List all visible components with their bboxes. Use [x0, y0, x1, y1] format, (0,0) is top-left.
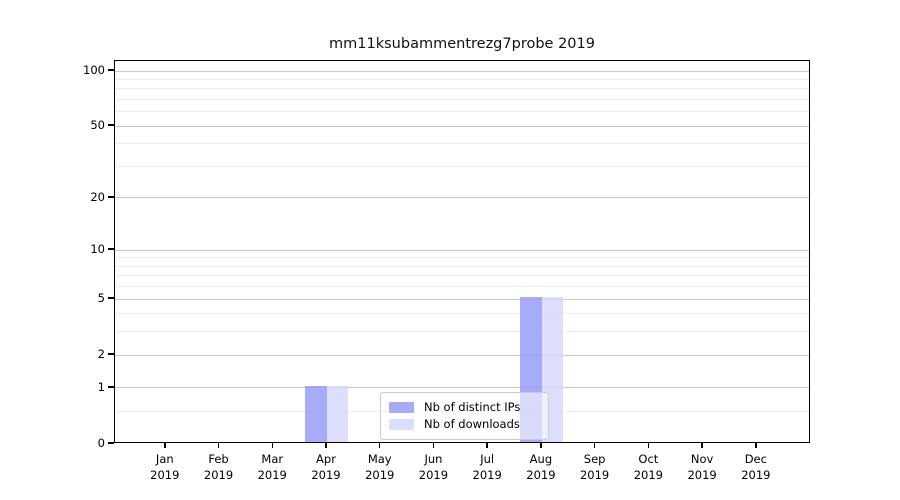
x-tick-year: 2019	[257, 468, 287, 482]
y-tick-label: 5	[97, 291, 105, 306]
x-tick-year: 2019	[687, 468, 717, 482]
major-gridline	[115, 70, 809, 72]
legend-label: Nb of distinct IPs	[424, 400, 521, 414]
x-tick-mark	[378, 443, 381, 448]
minor-gridline	[115, 98, 809, 100]
x-tick-label: Mar 2019	[232, 451, 312, 483]
x-tick-label: Jun 2019	[393, 451, 473, 483]
major-gridline	[115, 197, 809, 199]
x-tick-mark	[647, 443, 650, 448]
major-gridline	[115, 249, 809, 251]
y-tick-label: 50	[90, 118, 105, 133]
x-tick-year: 2019	[526, 468, 556, 482]
x-tick-month: Jul	[480, 452, 495, 466]
y-tick-mark	[108, 248, 114, 250]
bar-distinct-ips	[305, 385, 327, 442]
x-tick-month: May	[367, 452, 392, 466]
minor-gridline	[115, 88, 809, 90]
minor-gridline	[115, 331, 809, 333]
x-tick-label: Aug 2019	[501, 451, 581, 483]
x-tick-mark	[217, 443, 220, 448]
x-tick-label: Dec 2019	[716, 451, 796, 483]
x-tick-label: Feb 2019	[179, 451, 259, 483]
x-tick-label: Nov 2019	[662, 451, 742, 483]
x-tick-month: Nov	[690, 452, 714, 466]
x-tick-year: 2019	[365, 468, 395, 482]
x-tick-month: Dec	[744, 452, 767, 466]
x-tick-year: 2019	[472, 468, 502, 482]
minor-gridline	[115, 313, 809, 315]
y-tick-mark	[108, 297, 114, 299]
minor-gridline	[115, 265, 809, 267]
legend-label: Nb of downloads	[424, 417, 520, 431]
x-tick-mark	[755, 443, 757, 448]
x-tick-mark	[432, 443, 435, 448]
major-gridline	[115, 298, 809, 300]
legend-swatch-distinct-ips	[389, 402, 414, 413]
x-tick-mark	[540, 443, 542, 448]
x-tick-month: Aug	[529, 452, 553, 466]
x-tick-month: Jun	[424, 452, 443, 466]
x-tick-month: Oct	[638, 452, 659, 466]
x-tick-mark	[486, 443, 488, 448]
x-tick-mark	[701, 443, 703, 448]
y-tick-label: 100	[83, 63, 105, 77]
minor-gridline	[115, 111, 809, 113]
x-tick-month: Jan	[155, 452, 174, 466]
x-tick-month: Feb	[208, 452, 229, 466]
legend: Nb of distinct IPs Nb of downloads	[380, 392, 549, 440]
plot-area: Nb of distinct IPs Nb of downloads	[114, 60, 810, 443]
y-tick-mark	[108, 124, 114, 126]
y-tick-mark	[108, 353, 114, 355]
y-tick-label: 1	[97, 379, 105, 394]
x-tick-label: Apr 2019	[286, 451, 366, 483]
legend-row: Nb of downloads	[389, 416, 540, 433]
major-gridline	[115, 125, 809, 127]
legend-row: Nb of distinct IPs	[389, 399, 540, 416]
minor-gridline	[115, 143, 809, 145]
major-gridline	[115, 354, 809, 356]
x-tick-year: 2019	[579, 468, 610, 482]
x-tick-label: Jul 2019	[447, 451, 527, 483]
chart-title: mm11ksubammentrezg7probe 2019	[329, 36, 595, 52]
x-tick-year: 2019	[311, 468, 341, 482]
x-tick-mark	[164, 443, 166, 448]
y-tick-label: 0	[97, 436, 105, 450]
y-tick-mark	[108, 69, 114, 71]
minor-gridline	[115, 286, 809, 288]
x-tick-label: Jan 2019	[125, 451, 205, 483]
x-tick-year: 2019	[741, 468, 771, 482]
x-tick-year: 2019	[150, 468, 180, 482]
x-tick-mark	[271, 443, 273, 448]
x-tick-mark	[325, 443, 327, 448]
x-tick-year: 2019	[418, 468, 449, 482]
y-tick-mark	[108, 442, 114, 444]
x-tick-year: 2019	[203, 468, 234, 482]
y-tick-mark	[108, 386, 114, 388]
major-gridline	[115, 387, 809, 389]
x-tick-mark	[593, 443, 596, 448]
minor-gridline	[115, 165, 809, 167]
x-tick-label: May 2019	[340, 451, 420, 483]
minor-gridline	[115, 78, 809, 80]
x-tick-month: Sep	[583, 452, 606, 466]
y-tick-label: 20	[90, 189, 105, 204]
y-tick-label: 2	[97, 347, 105, 362]
x-tick-month: Mar	[261, 452, 284, 466]
x-tick-label: Oct 2019	[608, 451, 688, 483]
x-tick-label: Sep 2019	[555, 451, 635, 483]
y-tick-mark	[108, 196, 114, 198]
bar-downloads	[326, 385, 349, 442]
y-tick-label: 10	[90, 242, 105, 257]
x-tick-month: Apr	[316, 452, 336, 466]
minor-gridline	[115, 275, 809, 277]
legend-swatch-downloads	[389, 419, 414, 430]
minor-gridline	[115, 257, 809, 259]
x-tick-year: 2019	[633, 468, 663, 482]
